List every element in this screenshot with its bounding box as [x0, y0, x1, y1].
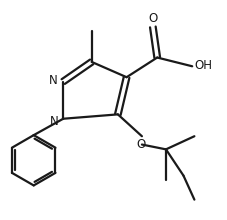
Text: O: O: [148, 12, 158, 25]
Text: N: N: [49, 74, 58, 87]
Text: N: N: [50, 115, 59, 128]
Text: O: O: [136, 138, 146, 151]
Text: OH: OH: [195, 59, 212, 72]
